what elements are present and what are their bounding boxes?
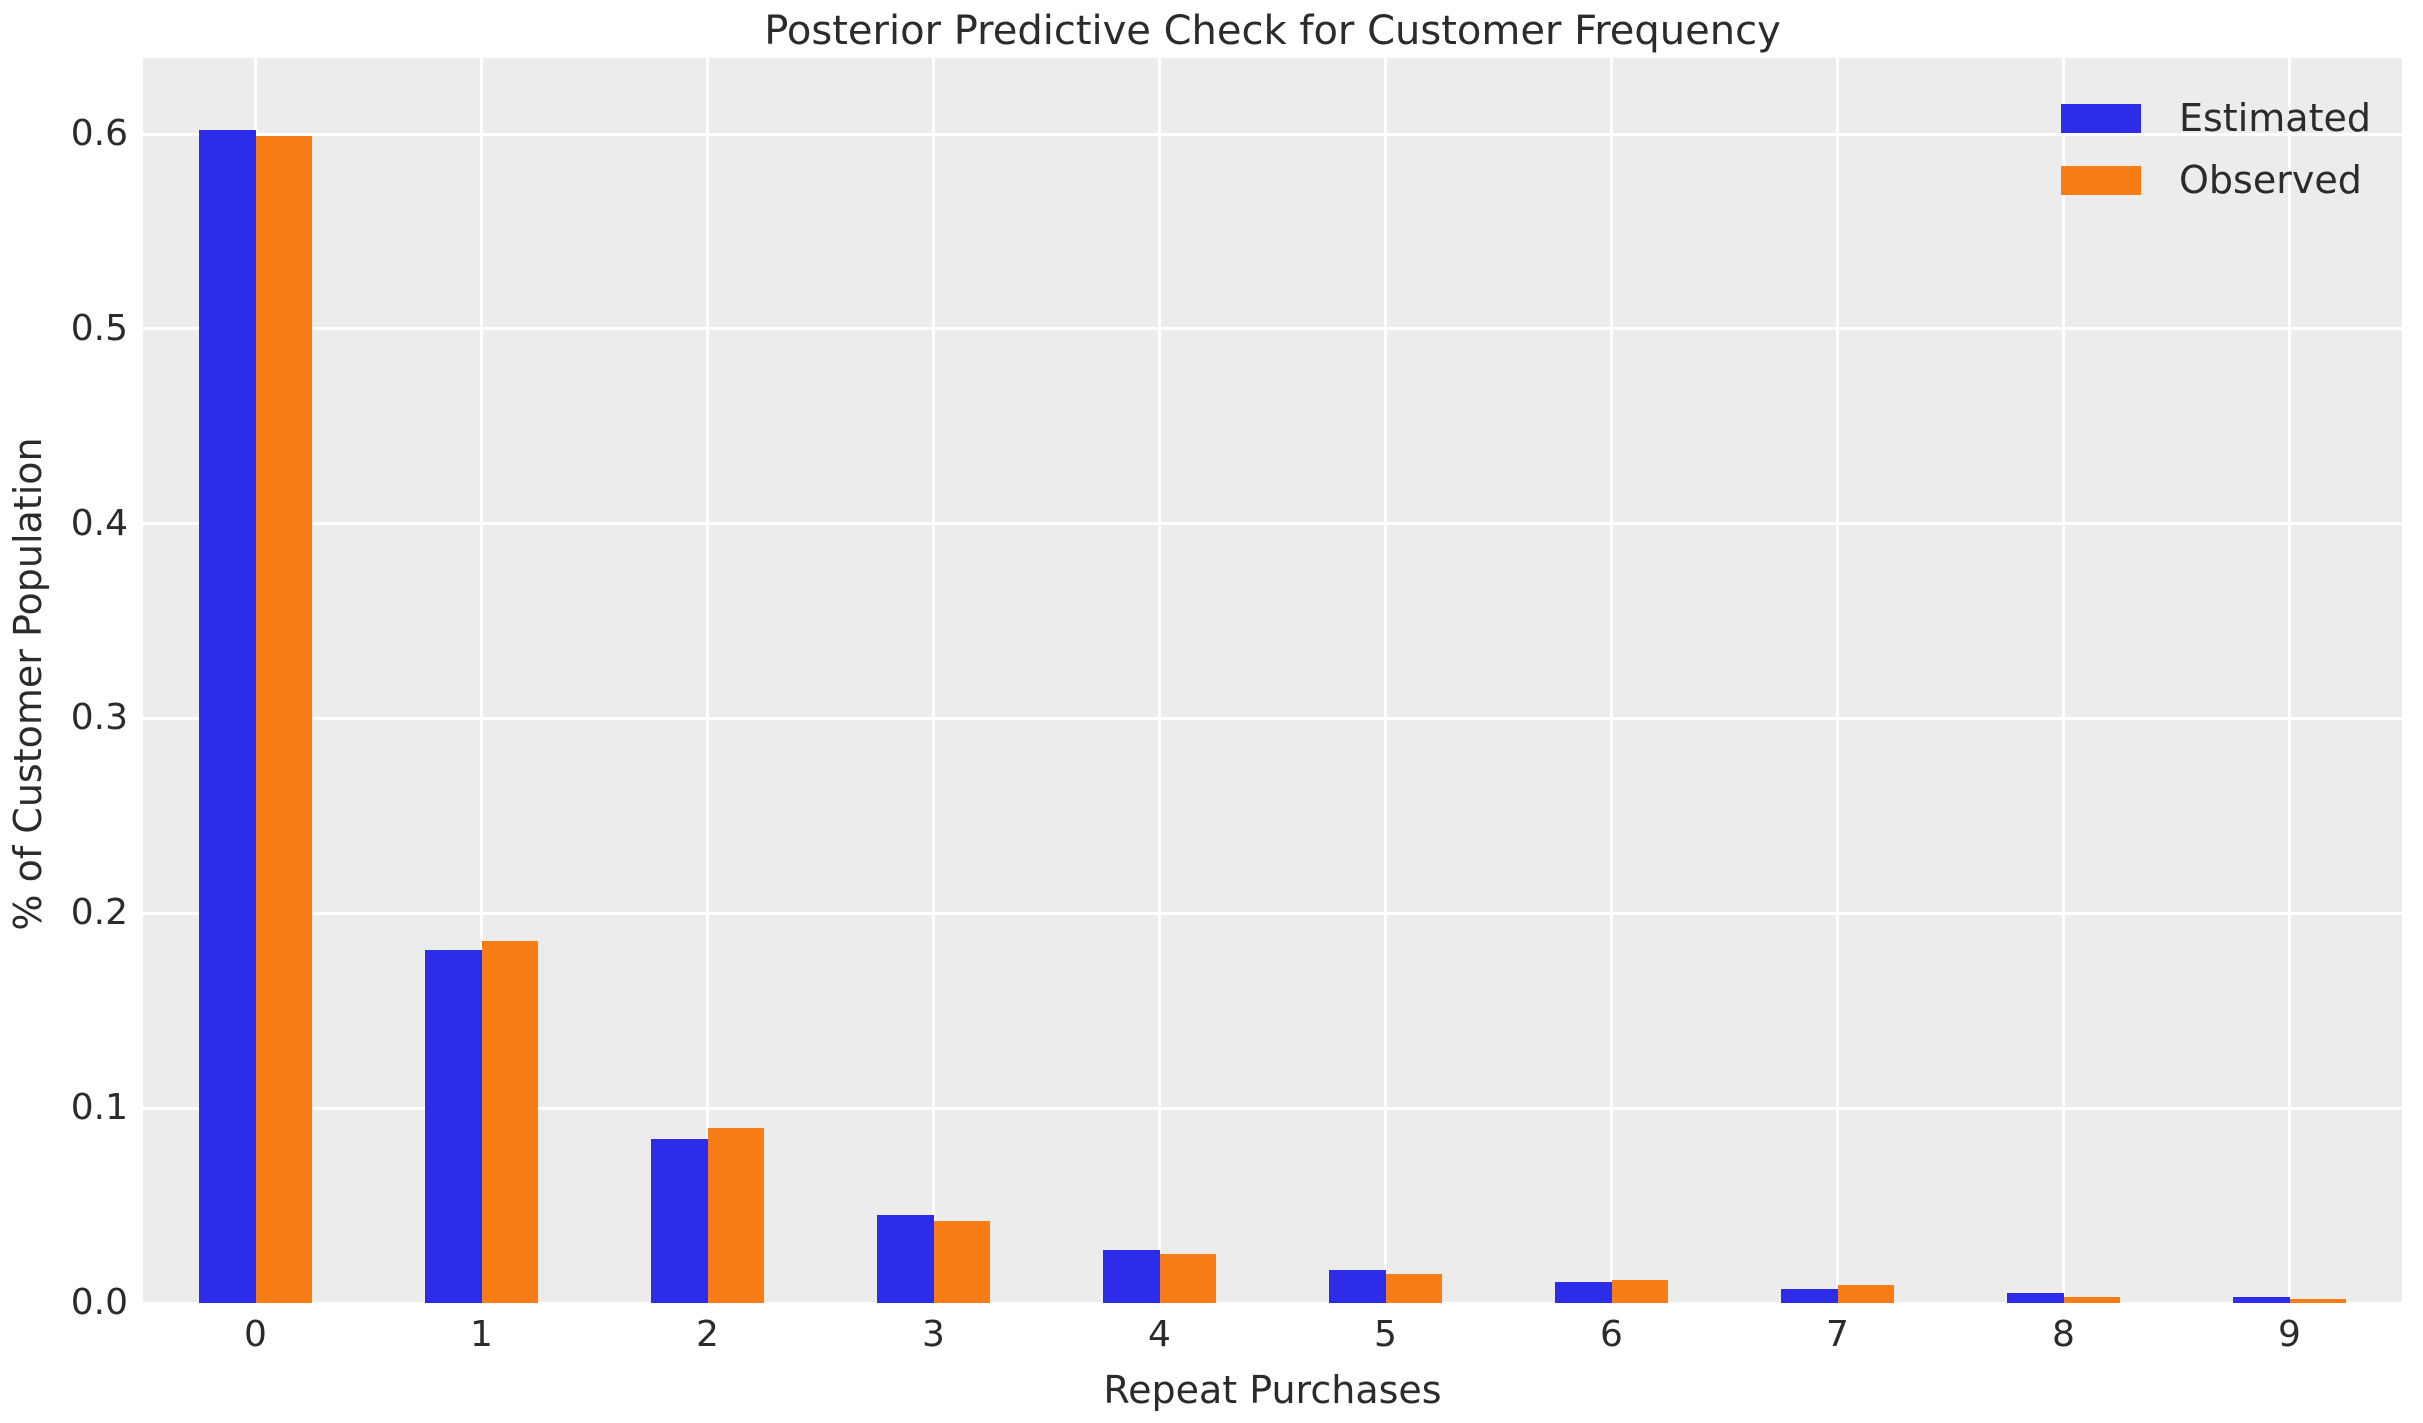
y-tick-label: 0.6	[70, 112, 128, 154]
bar-observed-x8	[2063, 1297, 2120, 1303]
gridline-vertical	[932, 58, 935, 1303]
y-tick-label: 0.4	[70, 502, 128, 544]
y-tick-label: 0.0	[70, 1282, 128, 1323]
legend-item-observed: Observed	[2061, 160, 2371, 200]
y-axis-label: % of Customer Population	[6, 437, 50, 931]
bar-estimated-x4	[1103, 1250, 1160, 1303]
x-tick-label: 7	[1826, 1314, 1849, 1355]
bar-estimated-x1	[425, 950, 482, 1303]
gridline-vertical	[2062, 58, 2065, 1303]
x-tick-label: 8	[2052, 1314, 2075, 1355]
gridline-vertical	[1836, 58, 1839, 1303]
bar-estimated-x7	[1781, 1289, 1838, 1303]
bar-estimated-x2	[651, 1139, 708, 1303]
x-tick-label: 2	[696, 1314, 719, 1355]
bar-observed-x1	[481, 940, 538, 1303]
x-tick-label: 9	[2278, 1314, 2301, 1355]
y-tick-label: 0.5	[70, 307, 128, 349]
bar-estimated-x5	[1329, 1269, 1386, 1303]
legend-label: Observed	[2179, 158, 2362, 202]
bar-observed-x9	[2289, 1299, 2346, 1303]
gridline-horizontal	[143, 911, 2402, 915]
x-axis-label: Repeat Purchases	[1103, 1368, 1442, 1412]
bar-estimated-x0	[199, 130, 256, 1303]
gridline-vertical	[2288, 58, 2291, 1303]
gridline-vertical	[1158, 58, 1161, 1303]
gridline-horizontal	[143, 1301, 2402, 1303]
legend-label: Estimated	[2179, 96, 2371, 140]
bar-observed-x4	[1159, 1254, 1216, 1303]
x-tick-label: 5	[1374, 1314, 1397, 1355]
legend: Estimated Observed	[2061, 98, 2371, 200]
bar-estimated-x9	[2233, 1297, 2290, 1303]
x-tick-label: 3	[922, 1314, 945, 1355]
gridline-horizontal	[143, 327, 2402, 331]
legend-swatch-estimated	[2061, 103, 2141, 133]
chart-title: Posterior Predictive Check for Customer …	[764, 8, 1781, 54]
bar-estimated-x3	[877, 1215, 934, 1303]
gridline-horizontal	[143, 717, 2402, 720]
x-tick-label: 1	[470, 1314, 493, 1355]
y-tick-label: 0.1	[70, 1087, 128, 1129]
x-tick-label: 6	[1600, 1314, 1623, 1355]
plot-area: Estimated Observed	[143, 58, 2402, 1303]
bar-observed-x3	[933, 1221, 990, 1303]
bar-observed-x5	[1385, 1273, 1442, 1303]
bar-observed-x6	[1611, 1279, 1668, 1303]
y-tick-label: 0.3	[70, 697, 128, 739]
gridline-vertical	[1384, 58, 1387, 1303]
x-tick-label: 0	[244, 1314, 267, 1355]
bar-estimated-x8	[2007, 1293, 2064, 1303]
y-tick-label: 0.2	[70, 892, 128, 934]
bar-observed-x2	[707, 1127, 764, 1303]
gridline-vertical	[706, 58, 709, 1303]
legend-swatch-observed	[2061, 165, 2141, 195]
legend-item-estimated: Estimated	[2061, 98, 2371, 138]
gridline-horizontal	[143, 522, 2402, 526]
gridline-horizontal	[143, 132, 2402, 136]
bar-observed-x0	[255, 135, 312, 1303]
bar-observed-x7	[1837, 1285, 1894, 1303]
gridline-vertical	[1610, 58, 1613, 1303]
gridline-vertical	[480, 58, 483, 1303]
x-tick-label: 4	[1148, 1314, 1171, 1355]
gridline-horizontal	[143, 1106, 2402, 1110]
bar-estimated-x6	[1555, 1281, 1612, 1303]
